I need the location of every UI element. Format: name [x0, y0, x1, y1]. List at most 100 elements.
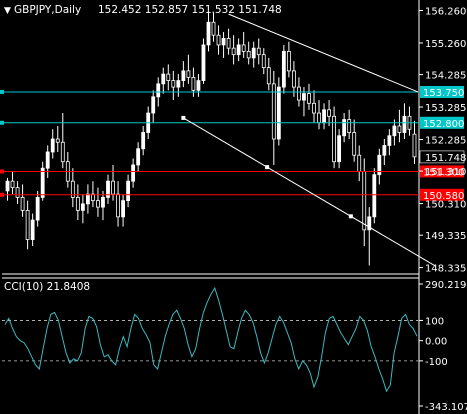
candle [352, 119, 357, 162]
cci-series [4, 286, 418, 393]
candle [60, 113, 65, 169]
candle [101, 190, 105, 221]
cci-tick-label: 100 [425, 316, 444, 327]
level-label: 150.580 [423, 191, 464, 202]
cci-title: CCI(10) 21.8408 [4, 281, 90, 293]
candle-body [332, 115, 337, 163]
candle [367, 207, 372, 266]
candle [286, 41, 291, 78]
level-label: 153.750 [423, 88, 464, 99]
candle-body [297, 86, 301, 101]
level-anchor [0, 169, 4, 174]
candle [216, 25, 221, 55]
candle-body [136, 148, 141, 166]
main-panel-frame [2, 0, 420, 414]
candle [116, 181, 120, 227]
candle-body [246, 51, 251, 59]
candle [211, 12, 216, 42]
candle-body [111, 180, 115, 195]
candle-body [216, 34, 221, 46]
candle-body [261, 54, 266, 69]
candle [106, 174, 110, 204]
candle [377, 148, 382, 185]
candle-body [126, 180, 131, 202]
last-price-label: 151.748 [425, 153, 466, 164]
candle-body [55, 138, 60, 143]
candle-body [281, 51, 286, 88]
candle-body [382, 145, 387, 156]
candle [121, 194, 125, 227]
candle [206, 12, 211, 52]
candle-body [236, 44, 241, 56]
candle-body [362, 171, 367, 231]
candle-body [45, 151, 50, 169]
candle-body [141, 132, 146, 150]
candle [276, 77, 281, 146]
candle [271, 70, 276, 165]
cci-tick-label: 290.2192 [425, 280, 467, 291]
candle [45, 145, 50, 178]
horizontal-levels[interactable]: 153.750 152.800 151.300 150.580 [0, 85, 464, 202]
candle-body [85, 193, 90, 205]
price-tick-label: 156.260 [425, 7, 466, 18]
candle [281, 44, 286, 94]
level-label: 152.800 [423, 119, 464, 130]
candle-body [337, 135, 342, 163]
candle-body [271, 83, 276, 140]
candle [347, 109, 352, 139]
candle [241, 31, 246, 58]
candle [332, 106, 337, 169]
candle-body [191, 76, 196, 91]
candle [307, 83, 311, 110]
candle [201, 38, 206, 84]
candle [30, 213, 35, 247]
candle [221, 31, 226, 58]
candle-body [166, 73, 171, 82]
candle-body [347, 119, 352, 133]
candle [186, 54, 191, 84]
candle-body [156, 83, 161, 98]
candle [5, 177, 10, 201]
candle-body [397, 125, 402, 133]
candle [387, 129, 392, 156]
candle-body [91, 193, 95, 202]
candle-body [317, 112, 321, 124]
candle-body [211, 21, 216, 36]
candle [131, 158, 136, 188]
level-label-box [420, 165, 464, 178]
candle-body [322, 109, 326, 124]
candle-body [116, 193, 120, 218]
candle [412, 120, 417, 164]
candle-body [206, 21, 211, 46]
candle-body [221, 38, 226, 46]
cci-tick-label: -100 [425, 357, 448, 368]
candle [382, 139, 387, 165]
candle-body [121, 200, 125, 218]
candle [261, 48, 266, 75]
candle-body [30, 219, 35, 240]
candle-body [5, 180, 10, 192]
candle-body [266, 67, 271, 85]
trend-lines[interactable] [181, 13, 435, 266]
candle-body [101, 196, 105, 208]
price-tick-label: 154.285 [425, 71, 466, 82]
trend-anchor [265, 165, 270, 170]
candle [80, 194, 85, 224]
candle-body [151, 96, 156, 114]
level-anchor [0, 120, 4, 125]
candle [75, 184, 80, 221]
candle-body [241, 44, 246, 52]
candle-body [342, 119, 347, 137]
candle-body [226, 38, 231, 49]
candle [397, 109, 402, 143]
price-tick-label: 152.285 [425, 135, 466, 146]
trend-anchor [348, 214, 353, 219]
candle-body [186, 70, 191, 78]
candle [256, 38, 261, 65]
candle-body [171, 80, 176, 88]
candle-body [196, 80, 201, 91]
candle [342, 113, 347, 143]
level-anchor [0, 89, 4, 94]
candle [85, 184, 90, 214]
